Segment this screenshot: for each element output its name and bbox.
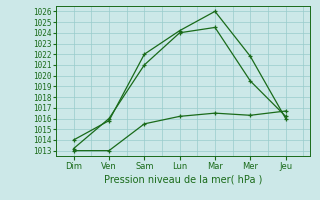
X-axis label: Pression niveau de la mer( hPa ): Pression niveau de la mer( hPa ) xyxy=(104,175,262,185)
